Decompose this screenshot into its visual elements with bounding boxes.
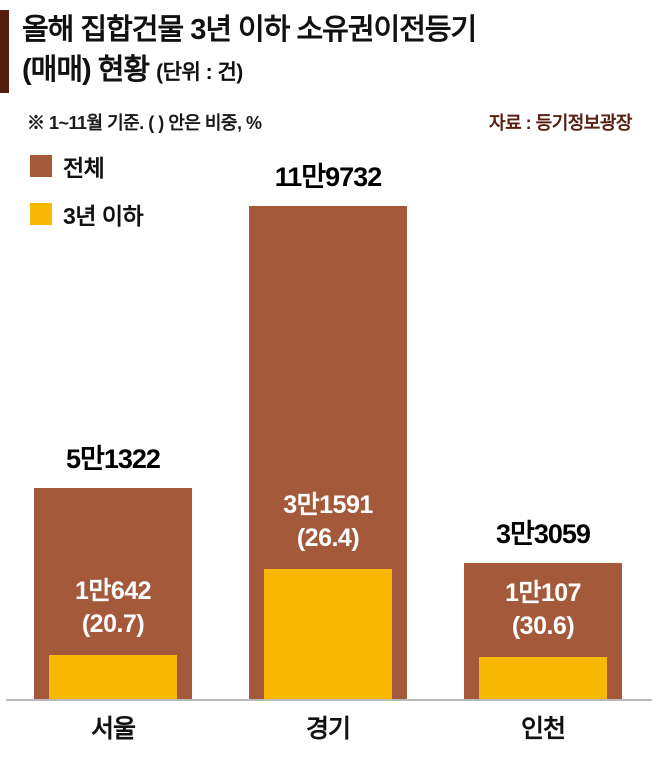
x-axis-label-seoul: 서울	[90, 715, 136, 743]
sub-value-label: 1만107	[504, 579, 582, 608]
legend-label-sub: 3년 이하	[63, 203, 144, 229]
meta-row: ※ 1~11월 기준. ( ) 안은 비중, % 자료 : 등기정보광장	[0, 93, 658, 135]
chart-source: 자료 : 등기정보광장	[489, 113, 632, 133]
legend-item-sub: 3년 이하	[30, 197, 144, 231]
total-bar: 1만642 (20.7)	[34, 487, 192, 699]
sub-percent-label: (26.4)	[296, 523, 360, 552]
total-value-label: 3만3059	[496, 518, 591, 549]
legend-item-total: 전체	[30, 149, 143, 183]
legend-color-swatch-sub	[30, 203, 52, 225]
title-accent-bar	[0, 10, 9, 93]
chart-title-unit: (단위 : 건)	[156, 61, 243, 84]
x-axis-line	[6, 699, 652, 701]
total-bar: 1만107 (30.6)	[464, 562, 622, 699]
bar-chart: 전체 3년 이하 5만1322 1만642 (20.7) 11만9732	[0, 143, 658, 699]
sub-value-labels: 1만107 (30.6)	[464, 577, 622, 643]
sub-percent-label: (30.6)	[511, 612, 575, 641]
chart-title-line1: 올해 집합건물 3년 이하 소유권이전등기	[22, 14, 477, 46]
legend-label-total: 전체	[63, 155, 105, 181]
sub-bar	[479, 657, 607, 699]
bar-group-seoul: 5만1322 1만642 (20.7)	[34, 437, 192, 699]
legend-color-swatch-total	[30, 155, 52, 177]
x-axis-label-gyeonggi: 경기	[305, 715, 351, 743]
sub-value-labels: 1만642 (20.7)	[34, 575, 192, 641]
total-value-label: 5만1322	[66, 443, 161, 474]
total-value-label: 11만9732	[274, 162, 382, 192]
chart-title: 올해 집합건물 3년 이하 소유권이전등기 (매매) 현황 (단위 : 건)	[22, 10, 477, 93]
legend: 전체 3년 이하	[30, 149, 144, 231]
total-bar: 3만1591 (26.4)	[249, 206, 407, 699]
bars-row: 5만1322 1만642 (20.7) 11만9732 3만1591 (26.4…	[0, 143, 658, 699]
sub-value-label: 3만1591	[283, 490, 373, 519]
sub-value-labels: 3만1591 (26.4)	[249, 489, 407, 555]
sub-value-label: 1만642	[74, 577, 152, 606]
bar-group-incheon: 3만3059 1만107 (30.6)	[464, 512, 622, 699]
sub-percent-label: (20.7)	[81, 610, 145, 639]
x-axis-label-incheon: 인천	[520, 715, 566, 743]
chart-note: ※ 1~11월 기준. ( ) 안은 비중, %	[27, 113, 262, 133]
bar-group-gyeonggi: 11만9732 3만1591 (26.4)	[249, 155, 407, 699]
chart-title-line2: (매매) 현황	[22, 54, 150, 86]
sub-bar	[49, 655, 177, 699]
x-axis-labels: 서울 경기 인천	[0, 701, 658, 745]
chart-header: 올해 집합건물 3년 이하 소유권이전등기 (매매) 현황 (단위 : 건)	[0, 0, 658, 93]
sub-bar	[264, 568, 392, 699]
